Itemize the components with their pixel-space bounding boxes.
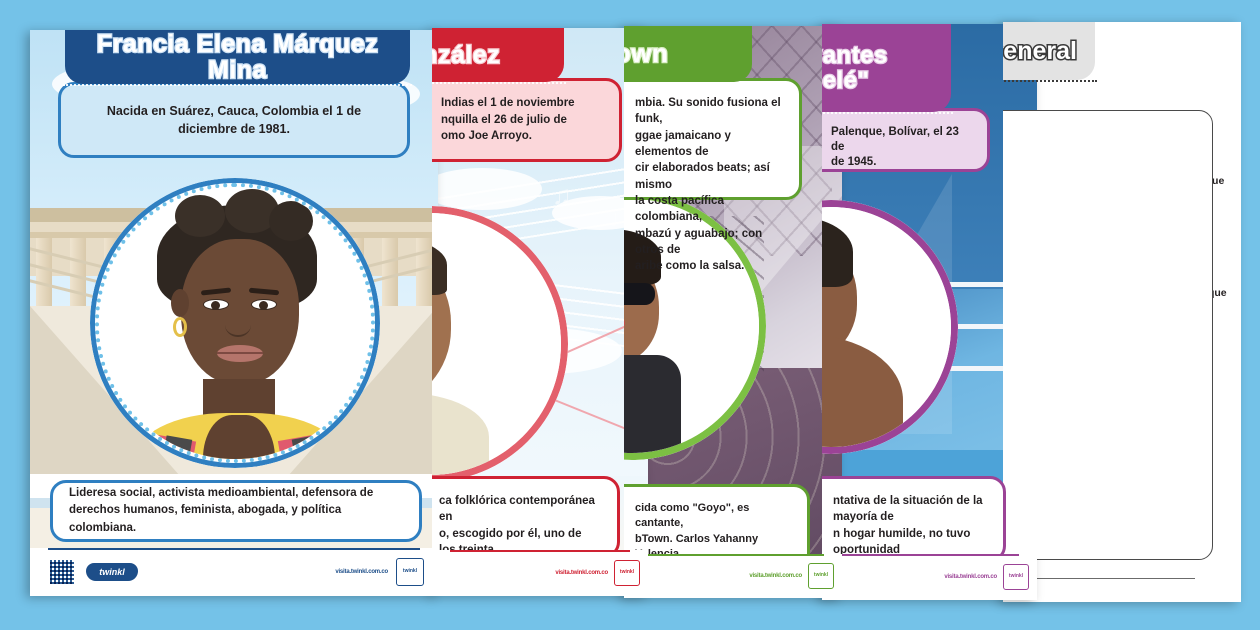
worksheet-answer-box bbox=[1003, 110, 1213, 560]
twinkl-verified-stamp: twinkl bbox=[1003, 564, 1029, 590]
bubble-birth-pedro-cervantes: Palenque, Bolívar, el 23 de de 1945. bbox=[822, 108, 990, 172]
twinkl-logo[interactable]: twinkl bbox=[86, 563, 138, 581]
qr-code[interactable] bbox=[50, 560, 74, 584]
footer-chocquibtown: visita.twinkl.com.co twinkl bbox=[624, 554, 842, 598]
portrait-pedro-cervantes bbox=[822, 200, 958, 454]
footer-url[interactable]: visita.twinkl.com.co bbox=[335, 569, 388, 575]
ribbon-title-text: ibtown bbox=[624, 38, 669, 69]
card-chocquibtown[interactable]: ibtown mbia. Su sonido fusiona el funk, … bbox=[624, 26, 842, 598]
footer-francia-marquez: twinkl visita.twinkl.com.co twinkl bbox=[30, 548, 438, 596]
bubble-birth-francia-marquez: Nacida en Suárez, Cauca, Colombia el 1 d… bbox=[58, 82, 410, 158]
ribbon-francia-marquez: Francia Elena Márquez Mina bbox=[65, 30, 410, 84]
worksheet-title-text: a General bbox=[1003, 35, 1078, 66]
worksheet-title-banner: a General bbox=[1003, 22, 1095, 80]
ribbon-dotted-edge bbox=[63, 84, 412, 86]
bubble-desc-joe-arroyo: ca folklórica contemporánea en o, escogi… bbox=[432, 476, 620, 572]
footer-url[interactable]: visita.twinkl.com.co bbox=[749, 573, 802, 579]
twinkl-verified-stamp: twinkl bbox=[808, 563, 834, 589]
twinkl-verified-stamp: twinkl bbox=[614, 560, 640, 586]
bubble-desc-francia-marquez: Lideresa social, activista medioambienta… bbox=[50, 480, 422, 542]
worksheet-write-line[interactable] bbox=[1003, 578, 1195, 579]
ribbon-dotted-edge bbox=[822, 112, 953, 114]
footer-pedro-cervantes: visita.twinkl.com.co twinkl bbox=[822, 554, 1037, 600]
stamp-text: twinkl bbox=[1008, 573, 1024, 580]
card-francia-marquez[interactable]: Francia Elena Márquez Mina Nacida en Suá… bbox=[30, 30, 438, 596]
footer-joe-arroyo: visita.twinkl.com.co twinkl bbox=[432, 550, 648, 596]
portrait-francia-marquez bbox=[90, 178, 380, 468]
bubble-birth-joe-arroyo: Indias el 1 de noviembre nquilla el 26 d… bbox=[432, 78, 622, 162]
stamp-text: twinkl bbox=[813, 572, 829, 579]
twinkl-verified-stamp: twinkl bbox=[396, 558, 424, 586]
stamp-text: twinkl bbox=[619, 569, 635, 576]
twinkl-logo-text: twinkl bbox=[99, 567, 125, 577]
ribbon-title-text: jo González bbox=[432, 40, 501, 69]
card-pedro-cervantes[interactable]: Cervantes mbelé" Palenque, Bolívar, el 2… bbox=[822, 24, 1037, 600]
footer-url[interactable]: visita.twinkl.com.co bbox=[555, 570, 608, 576]
ribbon-joe-arroyo: jo González bbox=[432, 28, 564, 82]
ribbon-dotted-edge bbox=[624, 82, 754, 84]
ribbon-title-text: Francia Elena Márquez Mina bbox=[96, 30, 379, 84]
portrait-chocquibtown bbox=[624, 192, 766, 460]
footer-url[interactable]: visita.twinkl.com.co bbox=[944, 574, 997, 580]
ribbon-title-line2: mbelé" bbox=[822, 67, 870, 95]
card-joe-arroyo[interactable]: ♫ ♩ ♪ jo González bbox=[432, 28, 648, 596]
bubble-desc-top-chocquibtown: mbia. Su sonido fusiona el funk, ggae ja… bbox=[624, 78, 802, 272]
stamp-text: twinkl bbox=[402, 568, 418, 575]
bubble-desc-pedro-cervantes: ntativa de la situación de la mayoría de… bbox=[822, 476, 1006, 600]
ribbon-title-line1: Cervantes bbox=[822, 41, 889, 69]
ribbon-chocquibtown: ibtown bbox=[624, 26, 752, 82]
ribbon-dotted-edge bbox=[432, 82, 566, 84]
ribbon-pedro-cervantes: Cervantes mbelé" bbox=[822, 24, 951, 112]
portrait-joe-arroyo bbox=[432, 206, 568, 482]
card-worksheet[interactable]: a General vidas de los afrocolombianos f… bbox=[1003, 22, 1241, 602]
